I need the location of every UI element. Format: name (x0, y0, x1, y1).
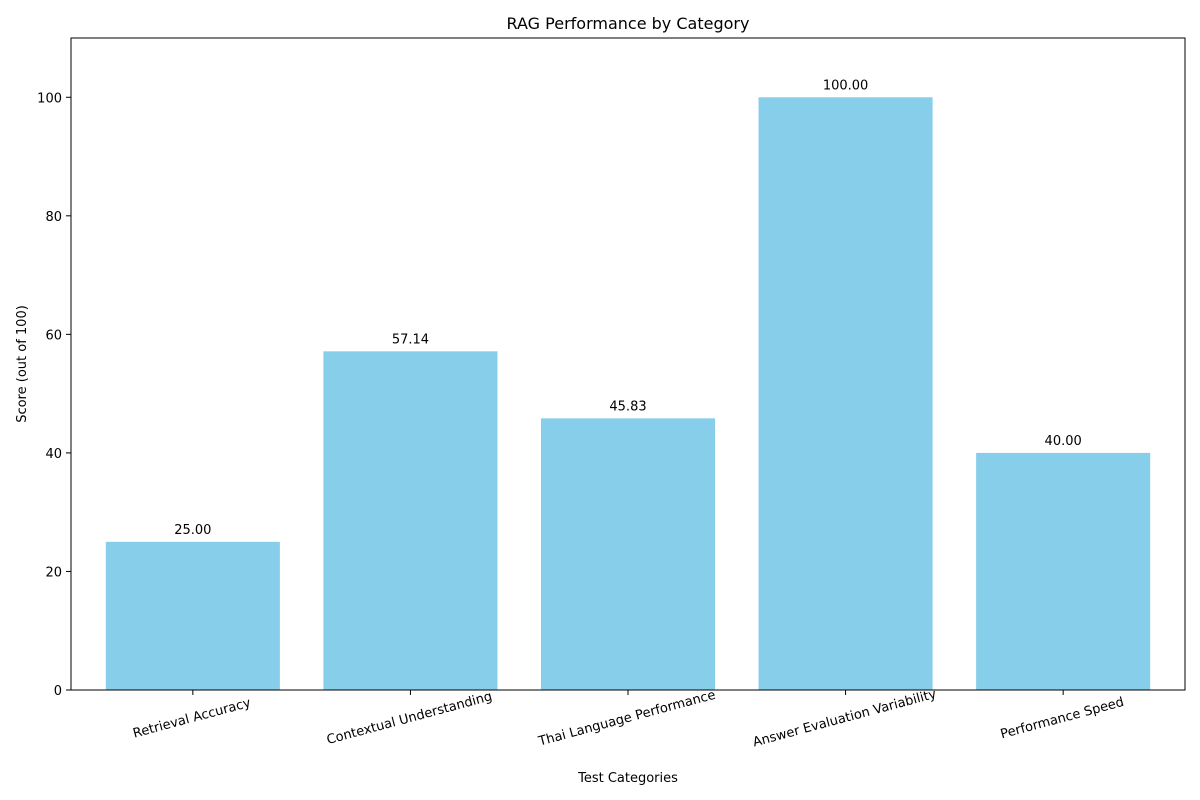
bar (540, 418, 716, 690)
bar-value-label: 25.00 (174, 523, 211, 538)
data-labels-group: 25.00 57.14 45.83 100.00 40.00 (174, 78, 1082, 538)
bar-value-label: 45.83 (609, 399, 646, 414)
bar (323, 351, 498, 690)
y-tick-label: 100 (37, 91, 62, 106)
x-tick-label: Thai Language Performance (536, 688, 717, 750)
bar-value-label: 40.00 (1045, 434, 1082, 449)
x-tick-label: Contextual Understanding (325, 689, 494, 748)
y-axis-label: Score (out of 100) (15, 305, 30, 423)
y-tick-label: 60 (45, 328, 62, 343)
y-tick-label: 20 (45, 565, 62, 580)
x-axis-label: Test Categories (577, 771, 678, 786)
x-tick-label: Retrieval Accuracy (131, 696, 252, 742)
y-tick-label: 40 (45, 447, 62, 462)
chart-title: RAG Performance by Category (507, 14, 750, 33)
y-axis: 0 20 40 60 80 100 (37, 91, 71, 699)
x-tick-label: Answer Evaluation Variability (751, 687, 938, 751)
bar (758, 97, 933, 691)
x-axis: Retrieval Accuracy Contextual Understandi… (131, 687, 1125, 751)
bars-group (105, 97, 1151, 691)
x-tick-label: Performance Speed (999, 695, 1126, 742)
y-tick-label: 0 (54, 684, 62, 699)
bar-value-label: 100.00 (823, 78, 869, 93)
bar (976, 452, 1151, 690)
y-tick-label: 80 (45, 210, 62, 225)
plot-frame (70, 37, 1186, 691)
bar (105, 541, 280, 690)
bar-value-label: 57.14 (392, 332, 429, 347)
